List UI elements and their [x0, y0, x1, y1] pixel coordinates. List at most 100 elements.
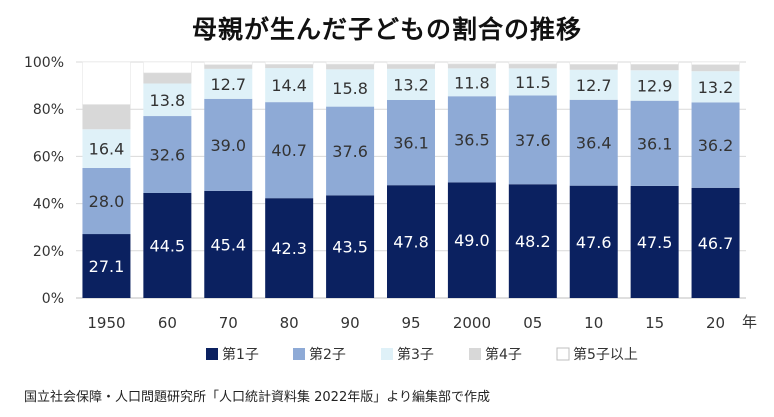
bar-segment [508, 184, 557, 298]
bar-segment [264, 61, 314, 65]
y-tick-label: 100% [24, 55, 64, 71]
x-axis: 1950 60 70 80 90 95 2000 05 10 15 20 年 [87, 313, 757, 332]
data-label: 14.4 [271, 76, 307, 95]
data-label: 36.1 [393, 134, 429, 153]
legend-label: 第1子 [222, 346, 259, 363]
data-label: 13.2 [393, 75, 429, 94]
x-axis-unit: 年 [742, 313, 757, 331]
data-label: 39.0 [210, 136, 246, 155]
bar-segment [569, 69, 618, 100]
bar-segment [387, 99, 435, 186]
data-label: 36.4 [576, 134, 612, 153]
data-label: 13.8 [150, 91, 186, 110]
data-label: 15.8 [332, 79, 368, 98]
y-tick-label: 20% [33, 244, 64, 260]
chart-title: 母親が生んだ子どもの割合の推移 [191, 15, 582, 44]
bar-segment [508, 68, 557, 96]
source-note: 国立社会保障・人口問題研究所「人口統計資料集 2022年版」より編集部で作成 [24, 390, 490, 405]
bar-segment [691, 64, 740, 72]
bar-segment [447, 63, 496, 69]
y-tick-label: 60% [33, 149, 64, 165]
legend-swatch [206, 348, 218, 360]
bar-segment [143, 192, 192, 298]
x-tick-label: 10 [584, 314, 603, 332]
data-label: 32.6 [150, 146, 186, 165]
bar-segment [569, 99, 618, 186]
y-tick-label: 80% [33, 102, 64, 118]
bar-segment [265, 198, 314, 298]
bar-segment [387, 185, 435, 298]
bar-segment [326, 106, 375, 196]
bar-segment [508, 63, 557, 69]
bar-segment [82, 104, 131, 130]
data-label: 28.0 [89, 192, 125, 211]
bar-segment [569, 64, 618, 70]
data-label: 49.0 [454, 231, 490, 250]
x-tick-label: 60 [158, 314, 177, 332]
data-label: 12.9 [637, 76, 673, 95]
bar-segment [82, 234, 131, 298]
bars [82, 61, 740, 298]
bar-segment [82, 61, 131, 105]
legend-swatch [293, 348, 305, 360]
bar-segment [326, 195, 375, 298]
bar-segment [447, 68, 496, 97]
data-label: 45.4 [210, 235, 246, 254]
x-tick-label: 70 [219, 314, 238, 332]
bar-segment [691, 71, 740, 103]
bar-segment [447, 61, 497, 65]
bar-segment [630, 61, 679, 65]
data-label: 48.2 [515, 232, 551, 251]
legend-label: 第5子以上 [573, 346, 638, 363]
bar-segment [691, 102, 740, 188]
bar-segment [569, 61, 619, 65]
data-label: 46.7 [698, 234, 734, 253]
data-label: 40.7 [271, 141, 307, 160]
data-label: 47.8 [393, 233, 429, 252]
bar-segment [204, 64, 253, 69]
bar-segment [630, 185, 679, 298]
bar-segment [691, 187, 740, 298]
bar-segment [82, 129, 131, 168]
x-tick-label: 95 [401, 314, 420, 332]
bar-segment [326, 64, 375, 70]
data-label: 11.5 [515, 73, 551, 92]
bar-segment [387, 68, 435, 100]
data-label: 16.4 [89, 140, 125, 159]
bar-segment [143, 72, 192, 84]
bar-segment [386, 61, 436, 65]
x-tick-label: 90 [341, 314, 360, 332]
data-label: 37.6 [515, 131, 551, 150]
legend-label: 第3子 [397, 346, 434, 363]
y-tick-label: 0% [42, 291, 64, 307]
data-labels: 27.1 28.0 16.4 44.5 32.6 13.8 45.4 39.0 12.7 42.3… [89, 73, 734, 276]
bar-segment [691, 61, 740, 65]
data-label: 13.2 [698, 78, 734, 97]
bar-segment [265, 64, 314, 69]
data-label: 43.5 [332, 238, 368, 257]
y-tick-label: 40% [33, 197, 64, 213]
data-label: 36.1 [637, 134, 673, 153]
bar-segment [82, 167, 131, 235]
legend: 第1子 第2子 第3子 第4子 第5子以上 [206, 346, 638, 363]
x-tick-label: 1950 [87, 314, 125, 332]
bar-segment [508, 61, 558, 65]
data-label: 36.2 [698, 136, 734, 155]
data-label: 37.6 [332, 142, 368, 161]
bar-segment [204, 190, 253, 298]
legend-swatch [381, 348, 393, 360]
bar-segment [387, 64, 435, 69]
bar-segment [204, 98, 253, 191]
bar-segment [203, 61, 253, 65]
y-axis: 0% 20% 40% 60% 80% 100% [24, 55, 64, 307]
bar-segment [447, 182, 496, 298]
x-tick-label: 2000 [453, 314, 491, 332]
bar-segment [143, 61, 192, 74]
bar-segment [508, 95, 557, 185]
x-tick-label: 05 [523, 314, 542, 332]
bar-segment [265, 102, 314, 199]
data-label: 11.8 [454, 73, 490, 92]
bar-segment [630, 64, 679, 71]
bar-segment [569, 185, 618, 298]
